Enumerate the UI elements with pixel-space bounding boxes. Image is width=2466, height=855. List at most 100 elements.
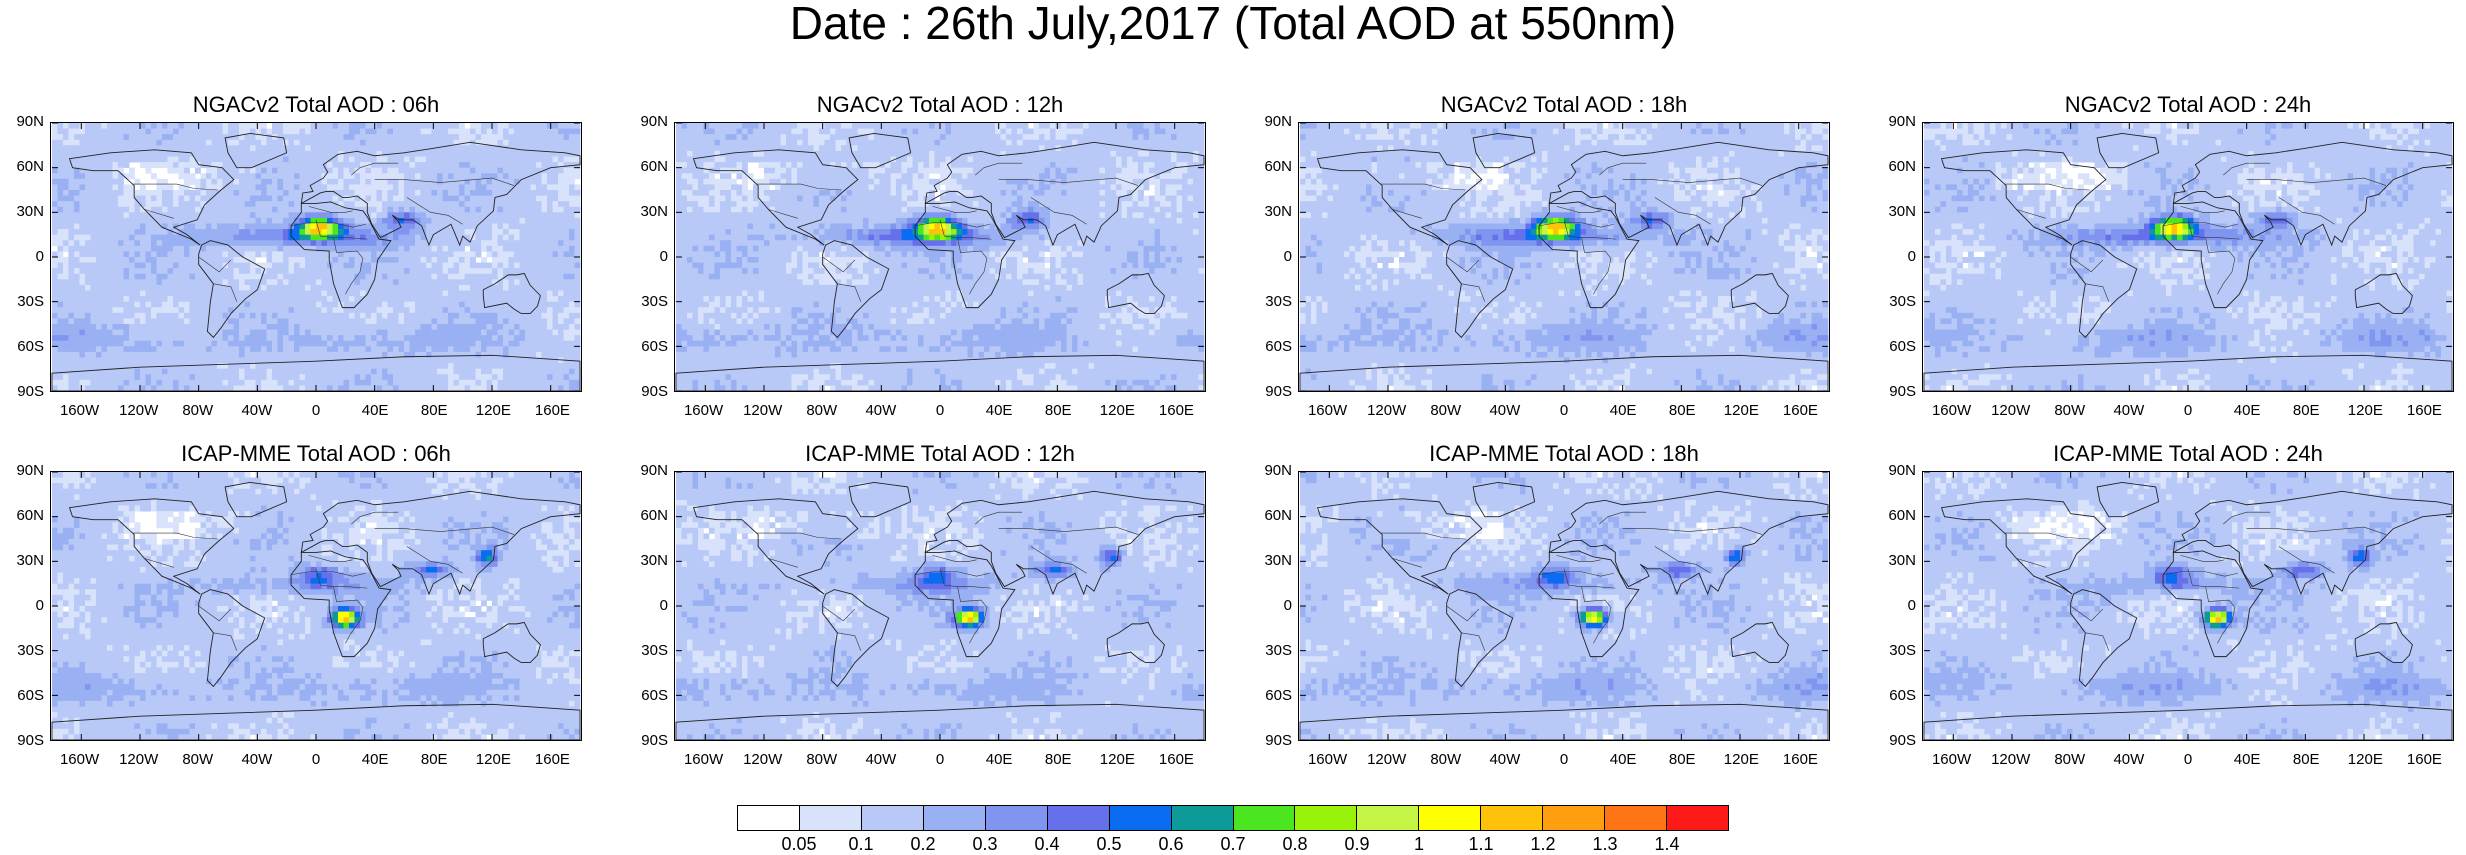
colorbar-tick-label: 0.3 <box>955 834 1015 855</box>
longitude-tick-label: 160W <box>674 751 734 768</box>
latitude-tick-label: 90S <box>1872 383 1916 400</box>
colorbar-swatch <box>1543 806 1605 830</box>
longitude-tick-label: 40E <box>2217 402 2277 419</box>
colorbar-tick-label: 0.9 <box>1327 834 1387 855</box>
longitude-tick-label: 0 <box>2158 751 2218 768</box>
longitude-tick-label: 80W <box>2040 402 2100 419</box>
colorbar-swatch <box>1357 806 1419 830</box>
panel-title: NGACv2 Total AOD : 06h <box>50 92 582 118</box>
latitude-tick-label: 90S <box>624 383 668 400</box>
colorbar-swatch <box>800 806 862 830</box>
latitude-tick-label: 0 <box>624 248 668 265</box>
latitude-tick-label: 30S <box>624 642 668 659</box>
aod-map-panel <box>1922 122 2454 392</box>
latitude-tick-label: 30S <box>0 293 44 310</box>
panel-title: ICAP-MME Total AOD : 06h <box>50 441 582 467</box>
panel-title: NGACv2 Total AOD : 24h <box>1922 92 2454 118</box>
latitude-tick-label: 30N <box>624 552 668 569</box>
longitude-tick-label: 120W <box>1357 402 1417 419</box>
longitude-tick-label: 80W <box>2040 751 2100 768</box>
colorbar-tick-label: 1.1 <box>1451 834 1511 855</box>
latitude-tick-label: 30S <box>1872 293 1916 310</box>
aod-field-map <box>1923 472 2453 740</box>
longitude-tick-label: 160W <box>674 402 734 419</box>
latitude-tick-label: 30N <box>1872 552 1916 569</box>
latitude-tick-label: 30S <box>1872 642 1916 659</box>
latitude-tick-label: 30N <box>1248 552 1292 569</box>
aod-map-panel <box>50 471 582 741</box>
longitude-tick-label: 80W <box>168 402 228 419</box>
main-title: Date : 26th July,2017 (Total AOD at 550n… <box>0 0 2466 46</box>
longitude-tick-label: 120E <box>463 402 523 419</box>
longitude-tick-label: 0 <box>286 751 346 768</box>
longitude-tick-label: 40W <box>1475 402 1535 419</box>
aod-field-map <box>51 472 581 740</box>
aod-field-map <box>51 123 581 391</box>
colorbar-tick-label: 1 <box>1389 834 1449 855</box>
colorbar-tick-label: 1.4 <box>1637 834 1697 855</box>
longitude-tick-label: 160E <box>2394 402 2454 419</box>
aod-field-map <box>675 123 1205 391</box>
longitude-tick-label: 40E <box>2217 751 2277 768</box>
longitude-tick-label: 0 <box>286 402 346 419</box>
longitude-tick-label: 80E <box>1652 751 1712 768</box>
aod-map-panel <box>674 471 1206 741</box>
latitude-tick-label: 90N <box>1872 113 1916 130</box>
panel-title: ICAP-MME Total AOD : 18h <box>1298 441 1830 467</box>
longitude-tick-label: 40E <box>1593 751 1653 768</box>
longitude-tick-label: 0 <box>910 402 970 419</box>
latitude-tick-label: 60N <box>1872 507 1916 524</box>
longitude-tick-label: 160E <box>1146 402 1206 419</box>
latitude-tick-label: 90N <box>1872 462 1916 479</box>
latitude-tick-label: 60N <box>624 507 668 524</box>
longitude-tick-label: 40E <box>345 751 405 768</box>
latitude-tick-label: 60S <box>624 687 668 704</box>
longitude-tick-label: 120W <box>109 751 169 768</box>
colorbar-swatch <box>1172 806 1234 830</box>
longitude-tick-label: 160W <box>50 751 110 768</box>
latitude-tick-label: 0 <box>0 597 44 614</box>
latitude-tick-label: 30S <box>1248 293 1292 310</box>
longitude-tick-label: 80W <box>1416 402 1476 419</box>
colorbar-tick-label: 0.8 <box>1265 834 1325 855</box>
longitude-tick-label: 120E <box>1711 751 1771 768</box>
latitude-tick-label: 30N <box>1248 203 1292 220</box>
latitude-tick-label: 0 <box>624 597 668 614</box>
longitude-tick-label: 160E <box>1146 751 1206 768</box>
aod-map-panel <box>1298 471 1830 741</box>
longitude-tick-label: 80E <box>404 402 464 419</box>
latitude-tick-label: 30S <box>1248 642 1292 659</box>
latitude-tick-label: 90N <box>624 113 668 130</box>
longitude-tick-label: 120W <box>1981 402 2041 419</box>
longitude-tick-label: 120W <box>733 751 793 768</box>
longitude-tick-label: 40W <box>851 751 911 768</box>
latitude-tick-label: 30N <box>1872 203 1916 220</box>
longitude-tick-label: 80W <box>792 402 852 419</box>
longitude-tick-label: 40W <box>227 751 287 768</box>
colorbar-tick-label: 0.6 <box>1141 834 1201 855</box>
aod-map-panel <box>1922 471 2454 741</box>
longitude-tick-label: 80E <box>1028 751 1088 768</box>
latitude-tick-label: 90N <box>0 462 44 479</box>
colorbar-swatch <box>1481 806 1543 830</box>
latitude-tick-label: 90S <box>1248 732 1292 749</box>
longitude-tick-label: 120E <box>2335 751 2395 768</box>
colorbar-swatch <box>1048 806 1110 830</box>
colorbar-tick-label: 1.2 <box>1513 834 1573 855</box>
longitude-tick-label: 120W <box>733 402 793 419</box>
latitude-tick-label: 90S <box>0 732 44 749</box>
latitude-tick-label: 30N <box>0 203 44 220</box>
latitude-tick-label: 90N <box>1248 113 1292 130</box>
latitude-tick-label: 60S <box>624 338 668 355</box>
colorbar-swatch <box>1295 806 1357 830</box>
longitude-tick-label: 40W <box>2099 402 2159 419</box>
longitude-tick-label: 40W <box>1475 751 1535 768</box>
longitude-tick-label: 40W <box>2099 751 2159 768</box>
longitude-tick-label: 160E <box>1770 751 1830 768</box>
longitude-tick-label: 80E <box>404 751 464 768</box>
latitude-tick-label: 90S <box>1872 732 1916 749</box>
latitude-tick-label: 30S <box>0 642 44 659</box>
latitude-tick-label: 0 <box>0 248 44 265</box>
latitude-tick-label: 60S <box>0 687 44 704</box>
longitude-tick-label: 160W <box>1298 751 1358 768</box>
